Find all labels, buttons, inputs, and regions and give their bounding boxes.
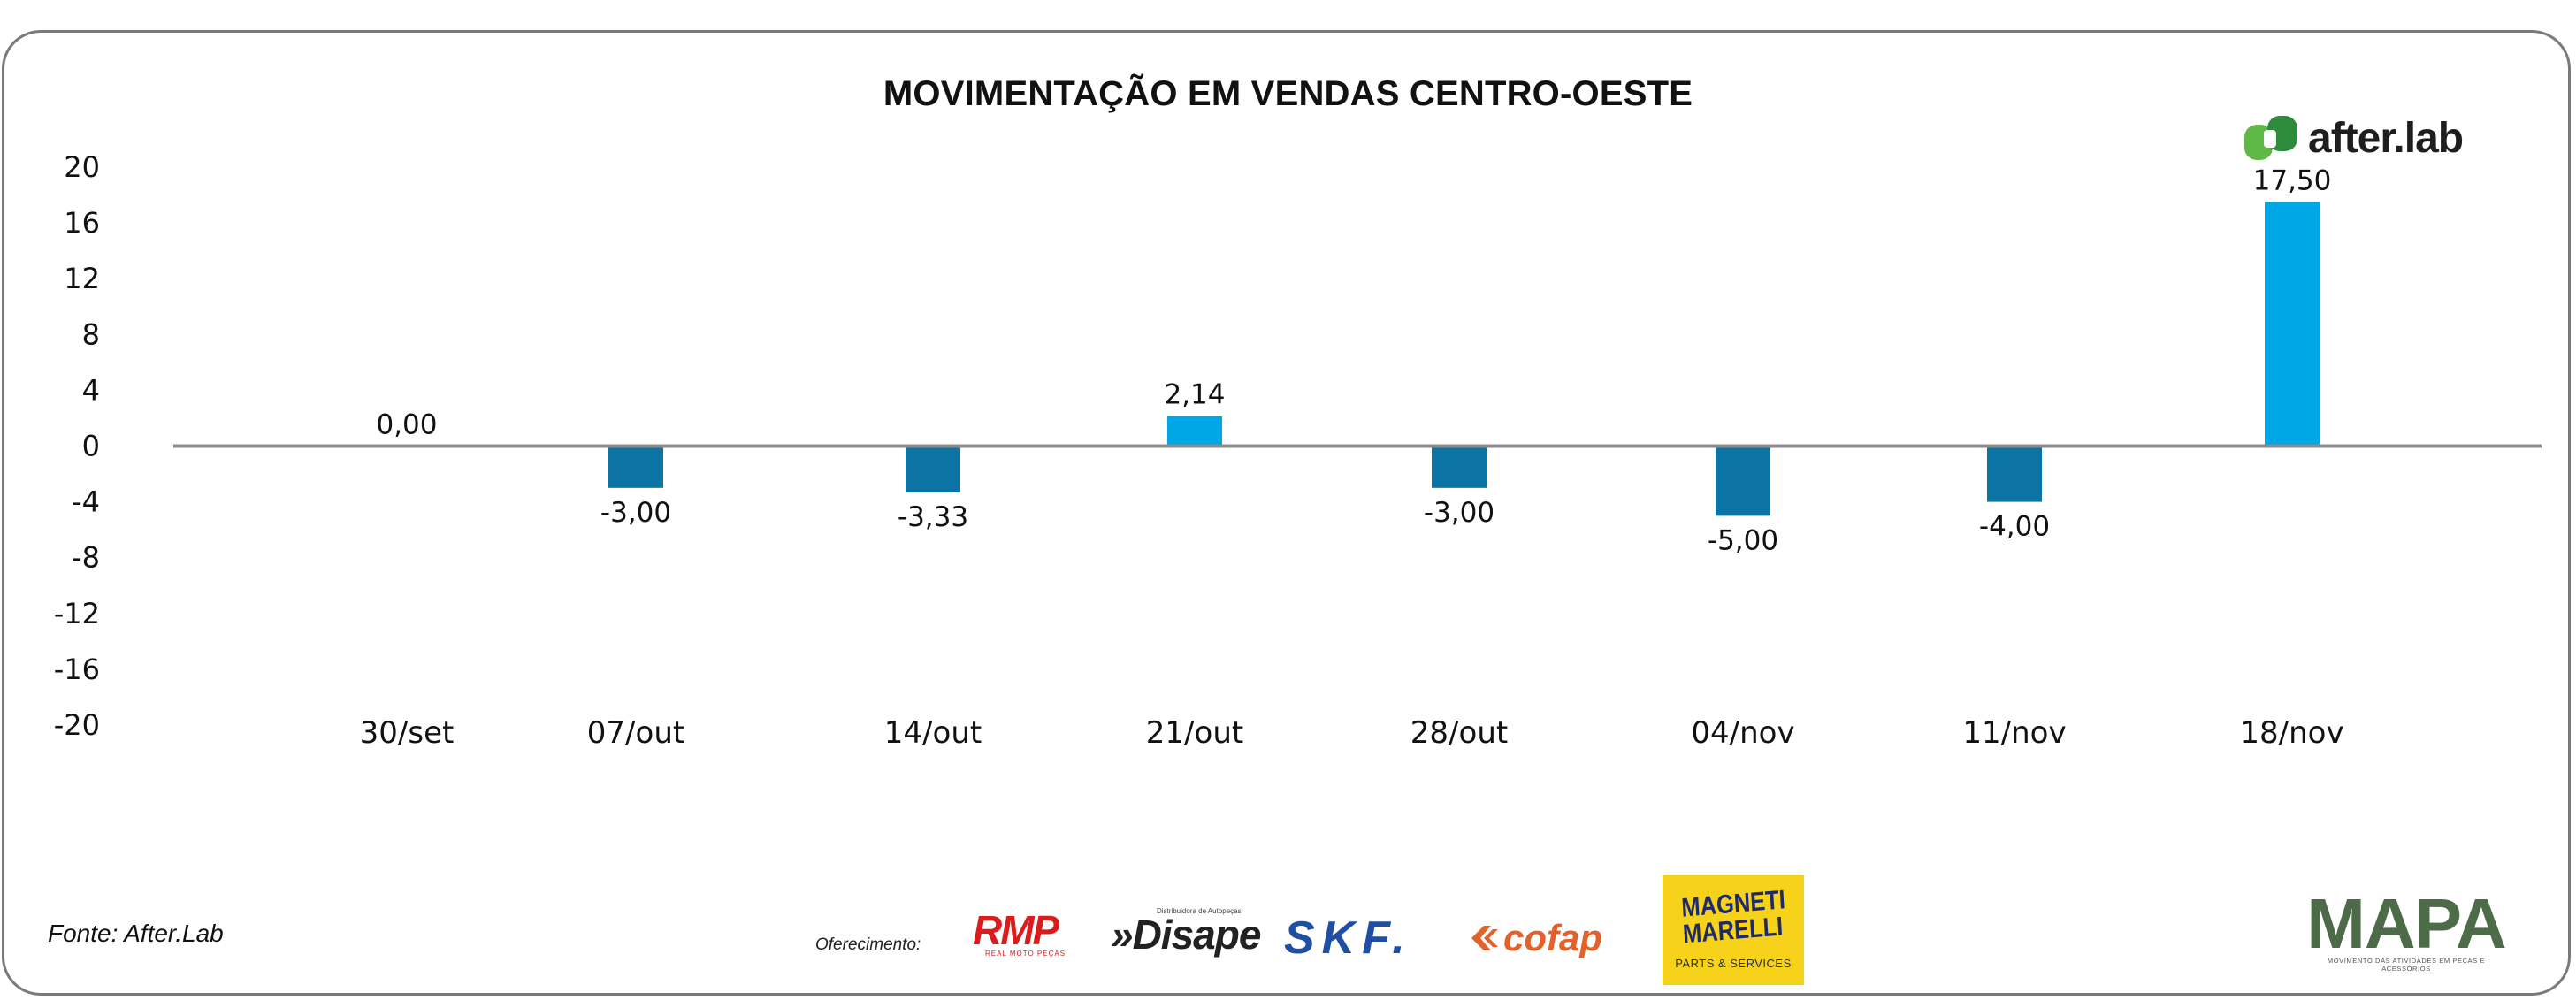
- x-tick-label: 11/nov: [1962, 715, 2066, 751]
- cofap-logo-text: cofap: [1503, 917, 1603, 958]
- data-label: -3,33: [898, 501, 968, 533]
- x-tick-label: 28/out: [1410, 715, 1508, 751]
- sponsor-label: Oferecimento:: [815, 935, 921, 954]
- y-tick-label: 0: [82, 430, 100, 463]
- x-tick-label: 04/nov: [1691, 715, 1794, 751]
- y-axis: 20 16 12 8 4 0 -4 -8 -12 -16 -20: [54, 150, 100, 742]
- bars: [608, 202, 2320, 516]
- afterlab-logo: after.lab: [2241, 111, 2464, 164]
- mapa-logo-tagline: MOVIMENTO DAS ATIVIDADES EM PEÇAS E ACES…: [2327, 957, 2486, 973]
- mapa-logo-text: MAPA: [2306, 884, 2507, 963]
- disape-logo-tagline: Distribuidora de Autopeças: [1157, 907, 1242, 915]
- source-note: Fonte: After.Lab: [48, 920, 224, 947]
- disape-logo-text: »Disape: [1111, 912, 1261, 958]
- x-tick-label: 07/out: [587, 715, 684, 751]
- y-tick-label: -8: [72, 541, 100, 575]
- disape-logo: Distribuidora de Autopeças »Disape: [1111, 907, 1265, 962]
- skf-logo-text: SKF.: [1284, 912, 1412, 964]
- data-label: -4,00: [1979, 511, 2050, 543]
- y-tick-label: -4: [72, 485, 100, 519]
- bar: [1167, 416, 1222, 447]
- y-tick-label: -16: [54, 653, 100, 686]
- y-tick-label: -20: [54, 708, 100, 742]
- afterlab-logo-text: after.lab: [2308, 114, 2464, 162]
- data-label: 17,50: [2253, 164, 2332, 196]
- x-axis: 30/set 07/out 14/out 21/out 28/out 04/nov 11/n…: [360, 715, 2344, 751]
- bar: [1432, 446, 1487, 488]
- mapa-logo: MAPA MOVIMENTO DAS ATIVIDADES EM PEÇAS E…: [2305, 884, 2508, 973]
- data-label: 2,14: [1164, 379, 1225, 411]
- y-tick-label: -12: [54, 597, 100, 630]
- rmp-logo: RMP REAL MOTO PEÇAS: [973, 907, 1089, 962]
- y-tick-label: 16: [64, 206, 100, 240]
- data-label: -3,00: [600, 497, 671, 529]
- bar: [1987, 446, 2042, 502]
- magneti-marelli-logo: MAGNETI MARELLI PARTS & SERVICES: [1663, 875, 1804, 985]
- bar: [608, 446, 663, 488]
- afterlab-logo-icon: [2244, 116, 2297, 160]
- data-label: 0,00: [376, 409, 437, 441]
- skf-logo: SKF.: [1284, 912, 1450, 964]
- y-tick-label: 4: [82, 373, 100, 407]
- y-tick-label: 8: [82, 317, 100, 351]
- rmp-logo-text: RMP: [973, 907, 1059, 953]
- magneti-logo-line3: PARTS & SERVICES: [1675, 956, 1792, 970]
- rmp-logo-tagline: REAL MOTO PEÇAS: [985, 950, 1066, 958]
- chart-frame: [2, 30, 2571, 996]
- cofap-logo: cofap: [1468, 916, 1636, 960]
- data-labels: 0,00 -3,00 -3,33 2,14 -3,00 -5,00 -4,00 17,50: [376, 164, 2331, 556]
- bar: [2265, 202, 2320, 447]
- x-tick-label: 30/set: [360, 715, 455, 751]
- data-label: -5,00: [1708, 524, 1778, 556]
- bar: [1716, 446, 1770, 516]
- x-tick-label: 14/out: [884, 715, 982, 751]
- x-tick-label: 18/nov: [2240, 715, 2343, 751]
- magneti-logo-line2: MARELLI: [1682, 911, 1785, 950]
- x-tick-label: 21/out: [1146, 715, 1243, 751]
- bar: [906, 446, 960, 493]
- cofap-mark-icon: [1471, 926, 1498, 950]
- chart-title: MOVIMENTAÇÃO EM VENDAS CENTRO-OESTE: [883, 74, 1693, 113]
- y-tick-label: 12: [64, 262, 100, 295]
- data-label: -3,00: [1424, 497, 1494, 529]
- y-tick-label: 20: [64, 150, 100, 184]
